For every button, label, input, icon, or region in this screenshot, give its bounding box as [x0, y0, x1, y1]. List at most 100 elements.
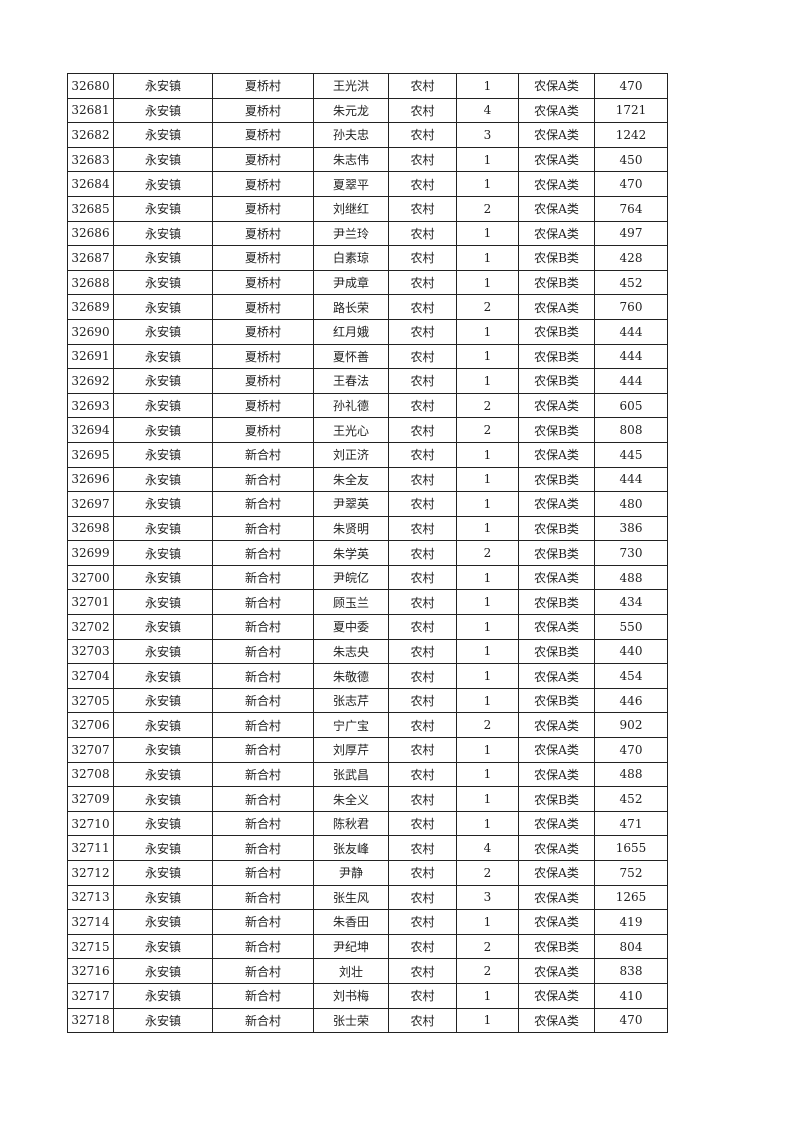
member-count-cell: 1: [456, 564, 519, 591]
table-row: 32684 永安镇 夏桥村 夏翠平 农村 1 农保A类 470: [67, 171, 668, 197]
insurance-class-cell: 农保A类: [518, 761, 595, 788]
insurance-class-cell: 农保A类: [518, 712, 595, 739]
record-id-cell: 32696: [67, 466, 114, 493]
table-row: 32704 永安镇 新合村 朱敬德 农村 1 农保A类 454: [67, 663, 668, 689]
table-row: 32707 永安镇 新合村 刘厚芹 农村 1 农保A类 470: [67, 737, 668, 763]
village-cell: 新合村: [212, 638, 314, 665]
record-id-cell: 32689: [67, 294, 114, 320]
village-cell: 夏桥村: [212, 171, 314, 197]
town-cell: 永安镇: [113, 884, 213, 911]
town-cell: 永安镇: [113, 933, 213, 960]
town-cell: 永安镇: [113, 712, 213, 739]
record-id-cell: 32687: [67, 245, 114, 271]
insurance-class-cell: 农保A类: [518, 958, 595, 984]
village-cell: 夏桥村: [212, 195, 314, 222]
member-count-cell: 1: [456, 245, 519, 271]
person-name-cell: 尹翠英: [313, 491, 389, 517]
town-cell: 永安镇: [113, 171, 213, 197]
amount-cell: 434: [594, 589, 668, 616]
member-count-cell: 1: [456, 146, 519, 173]
insurance-class-cell: 农保A类: [518, 884, 595, 911]
member-count-cell: 1: [456, 269, 519, 296]
village-cell: 夏桥村: [212, 97, 314, 124]
member-count-cell: 2: [456, 958, 519, 984]
person-name-cell: 尹成章: [313, 269, 389, 296]
record-id-cell: 32690: [67, 318, 114, 345]
table-row: 32718 永安镇 新合村 张士荣 农村 1 农保A类 470: [67, 1007, 668, 1034]
town-cell: 永安镇: [113, 860, 213, 886]
table-row: 32701 永安镇 新合村 顾玉兰 农村 1 农保B类 434: [67, 589, 668, 616]
table-body: 32680 永安镇 夏桥村 王光洪 农村 1 农保A类 470 32681 永安镇 夏桥村 朱元龙 农村…: [67, 73, 668, 1034]
person-name-cell: 张士荣: [313, 1007, 389, 1034]
household-type-cell: 农村: [388, 810, 457, 837]
member-count-cell: 3: [456, 122, 519, 148]
amount-cell: 1721: [594, 97, 668, 124]
amount-cell: 470: [594, 73, 668, 99]
table-row: 32685 永安镇 夏桥村 刘继红 农村 2 农保A类 764: [67, 195, 668, 222]
amount-cell: 480: [594, 491, 668, 517]
amount-cell: 764: [594, 195, 668, 222]
household-type-cell: 农村: [388, 466, 457, 493]
amount-cell: 752: [594, 860, 668, 886]
person-name-cell: 尹皖亿: [313, 564, 389, 591]
town-cell: 永安镇: [113, 614, 213, 640]
record-id-cell: 32684: [67, 171, 114, 197]
village-cell: 新合村: [212, 589, 314, 616]
table-row: 32694 永安镇 夏桥村 王光心 农村 2 农保B类 808: [67, 417, 668, 443]
person-name-cell: 张友峰: [313, 835, 389, 861]
insurance-class-cell: 农保B类: [518, 515, 595, 542]
person-name-cell: 顾玉兰: [313, 589, 389, 616]
member-count-cell: 1: [456, 638, 519, 665]
amount-cell: 446: [594, 687, 668, 714]
person-name-cell: 刘书梅: [313, 982, 389, 1009]
person-name-cell: 白素琼: [313, 245, 389, 271]
town-cell: 永安镇: [113, 195, 213, 222]
amount-cell: 454: [594, 663, 668, 689]
household-type-cell: 农村: [388, 761, 457, 788]
table-row: 32690 永安镇 夏桥村 红月娥 农村 1 农保B类 444: [67, 318, 668, 345]
amount-cell: 488: [594, 564, 668, 591]
member-count-cell: 1: [456, 687, 519, 714]
person-name-cell: 宁广宝: [313, 712, 389, 739]
insurance-class-cell: 农保B类: [518, 368, 595, 394]
insurance-class-cell: 农保A类: [518, 294, 595, 320]
household-type-cell: 农村: [388, 73, 457, 99]
amount-cell: 760: [594, 294, 668, 320]
household-type-cell: 农村: [388, 417, 457, 443]
town-cell: 永安镇: [113, 491, 213, 517]
town-cell: 永安镇: [113, 589, 213, 616]
village-cell: 新合村: [212, 491, 314, 517]
household-type-cell: 农村: [388, 294, 457, 320]
record-id-cell: 32699: [67, 540, 114, 566]
person-name-cell: 朱全友: [313, 466, 389, 493]
insurance-class-cell: 农保B类: [518, 343, 595, 370]
amount-cell: 550: [594, 614, 668, 640]
household-type-cell: 农村: [388, 318, 457, 345]
village-cell: 新合村: [212, 663, 314, 689]
table-row: 32710 永安镇 新合村 陈秋君 农村 1 农保A类 471: [67, 810, 668, 837]
person-name-cell: 张志芹: [313, 687, 389, 714]
record-id-cell: 32717: [67, 982, 114, 1009]
household-type-cell: 农村: [388, 269, 457, 296]
member-count-cell: 1: [456, 466, 519, 493]
member-count-cell: 1: [456, 614, 519, 640]
person-name-cell: 朱元龙: [313, 97, 389, 124]
amount-cell: 730: [594, 540, 668, 566]
record-id-cell: 32716: [67, 958, 114, 984]
table-row: 32695 永安镇 新合村 刘正济 农村 1 农保A类 445: [67, 441, 668, 468]
amount-cell: 902: [594, 712, 668, 739]
table-row: 32696 永安镇 新合村 朱全友 农村 1 农保B类 444: [67, 466, 668, 493]
record-id-cell: 32695: [67, 441, 114, 468]
member-count-cell: 1: [456, 1007, 519, 1034]
village-cell: 新合村: [212, 515, 314, 542]
insurance-class-cell: 农保A类: [518, 73, 595, 99]
insurance-class-cell: 农保B类: [518, 589, 595, 616]
record-id-cell: 32712: [67, 860, 114, 886]
record-id-cell: 32709: [67, 786, 114, 812]
town-cell: 永安镇: [113, 392, 213, 419]
record-id-cell: 32692: [67, 368, 114, 394]
insurance-class-cell: 农保B类: [518, 638, 595, 665]
person-name-cell: 王春法: [313, 368, 389, 394]
insurance-class-cell: 农保A类: [518, 1007, 595, 1034]
town-cell: 永安镇: [113, 343, 213, 370]
